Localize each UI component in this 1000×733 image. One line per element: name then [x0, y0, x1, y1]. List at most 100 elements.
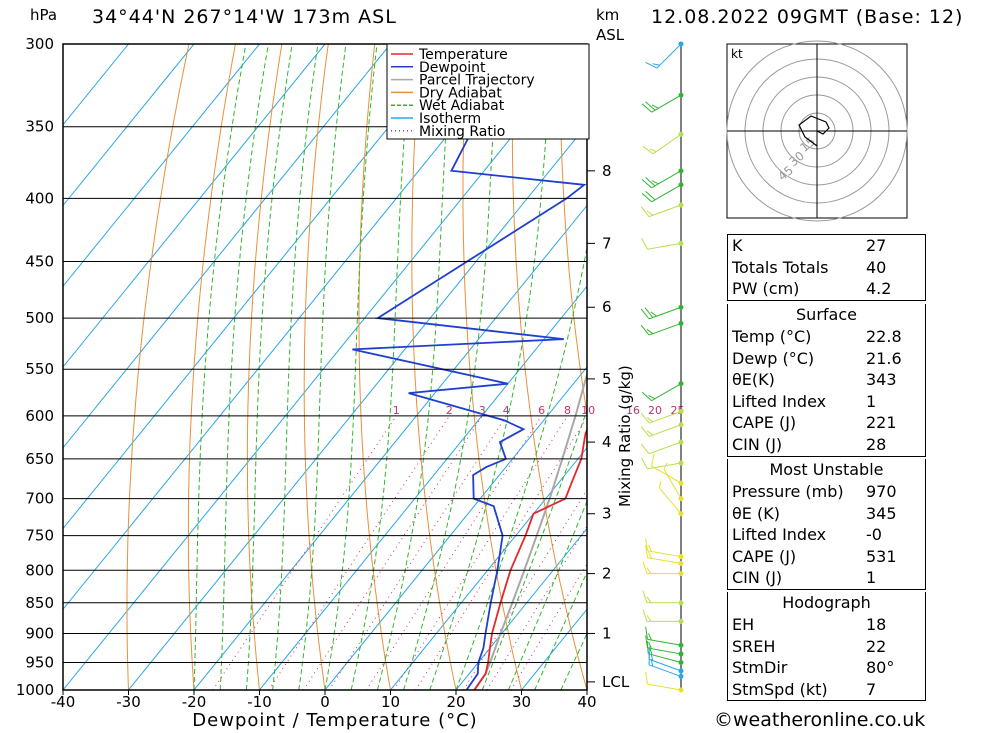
wind-barb — [642, 561, 684, 577]
wind-barb-staff — [647, 462, 682, 470]
pressure-tick-label: 750 — [25, 527, 54, 545]
mixing-ratio-label: 20 — [648, 404, 662, 417]
parcel-trajectory-line — [473, 370, 587, 690]
index-label: SREH — [732, 636, 776, 656]
km-tick-label: 3 — [602, 505, 612, 523]
x-tick-label: 30 — [512, 693, 531, 711]
credit-text: ©weatheronline.co.uk — [714, 709, 926, 731]
pressure-tick-label: 800 — [25, 561, 54, 579]
legend-label: Parcel Trajectory — [419, 73, 535, 89]
wet-adiabat-line — [193, 44, 247, 690]
wind-barb-flag — [641, 237, 648, 250]
index-label: Totals Totals — [732, 257, 829, 277]
wind-barb — [641, 457, 684, 470]
index-value: 1 — [866, 391, 877, 411]
legend-label: Mixing Ratio — [419, 124, 505, 140]
dewpoint-line — [352, 44, 587, 690]
wind-barb — [645, 538, 684, 560]
mixing-ratio-label: 3 — [479, 404, 486, 417]
isotherm-line — [63, 44, 587, 690]
index-label: θE(K) — [732, 370, 775, 390]
indices-most-unstable-table: Most Unstable Pressure (mb) 970 θE (K) 345 Li… — [727, 459, 926, 590]
dry-adiabat-line — [358, 44, 391, 690]
x-tick-label: 0 — [320, 693, 330, 711]
pressure-tick-label: 850 — [25, 594, 54, 612]
index-value: 345 — [866, 503, 897, 523]
wind-barb — [663, 462, 684, 502]
wind-barb — [651, 453, 684, 486]
index-label: Temp (°C) — [732, 327, 812, 346]
index-section-title: Most Unstable — [769, 460, 884, 479]
km-tick-label: 2 — [602, 565, 612, 583]
wet-adiabat-line — [534, 571, 587, 690]
dry-adiabat-line — [462, 44, 522, 690]
index-row: CAPE (J) 531 — [728, 546, 925, 568]
isotherm-line — [324, 366, 587, 690]
index-label: CAPE (J) — [732, 413, 797, 433]
wind-barb-flag — [646, 430, 654, 436]
pressure-tick-label: 300 — [25, 35, 54, 53]
wind-barb-staff — [648, 410, 682, 424]
index-value: 1 — [866, 568, 877, 588]
wind-barb-staff — [648, 322, 682, 336]
index-label: Pressure (mb) — [732, 482, 844, 501]
wind-barb-staff — [651, 383, 682, 402]
index-value: 7 — [866, 679, 877, 699]
wind-barb-staff — [647, 647, 682, 655]
wind-barb-staff — [647, 242, 682, 250]
index-value: 21.6 — [866, 348, 902, 368]
index-label: CIN (J) — [732, 568, 783, 588]
wind-barb-flag — [646, 596, 652, 604]
pressure-tick-label: 650 — [25, 450, 54, 468]
wind-barb-flag — [651, 104, 659, 109]
wind-barb-flag — [646, 329, 654, 335]
isotherm-line — [128, 123, 587, 690]
index-value: 4.2 — [866, 279, 892, 299]
index-label: Lifted Index — [732, 391, 827, 411]
wind-barb-staff — [647, 557, 682, 565]
isotherm-line — [63, 44, 522, 611]
wind-barb — [640, 439, 684, 455]
index-label: Dewp (°C) — [732, 348, 815, 368]
index-value: 18 — [866, 615, 887, 634]
mixing-ratio-line — [303, 415, 483, 690]
isotherm-line — [63, 44, 260, 288]
wind-barb-flag — [646, 641, 649, 654]
wind-barb-staff — [663, 468, 682, 499]
wind-barb-flag — [644, 307, 654, 318]
mixing-ratio-label: 2 — [446, 404, 453, 417]
index-section-title: Hodograph — [782, 593, 871, 612]
dry-adiabat-line — [246, 44, 283, 690]
wind-barb — [642, 590, 684, 606]
wind-barb-flag — [641, 391, 652, 402]
index-row: Lifted Index 1 — [728, 391, 925, 413]
dry-adiabat-line — [607, 26, 718, 690]
isotherm-line — [390, 446, 587, 690]
wind-barb-staff — [648, 204, 682, 218]
wind-barb-staff — [651, 184, 682, 203]
isotherm-line — [259, 285, 587, 690]
wind-barb-staff — [648, 664, 682, 677]
wind-barb-flag — [641, 103, 652, 113]
pressure-tick-label: 1000 — [16, 681, 54, 699]
x-tick-label: 10 — [381, 693, 400, 711]
indices-surface-table: Surface Temp (°C) 22.8 Dewp (°C) 21.6 θE(K) 34… — [727, 304, 926, 457]
legend-label: Isotherm — [419, 111, 481, 127]
index-value: 40 — [866, 257, 887, 277]
mixing-ratio-axis-label: Mixing Ratio (g/kg) — [616, 365, 634, 507]
km-tick-label: 1 — [602, 624, 612, 642]
wind-barb — [640, 202, 684, 218]
pressure-unit-label: hPa — [30, 6, 58, 24]
isotherm-line — [63, 44, 326, 368]
wind-barb-flag — [650, 311, 657, 317]
x-tick-label: -30 — [116, 693, 141, 711]
wind-barb-staff — [648, 424, 682, 437]
wind-barb — [646, 641, 684, 665]
wind-barb — [641, 92, 684, 113]
index-label: K — [732, 236, 743, 255]
wind-barb — [640, 320, 684, 336]
hodograph-unit: kt — [731, 47, 743, 61]
index-label: θE (K) — [732, 503, 780, 523]
